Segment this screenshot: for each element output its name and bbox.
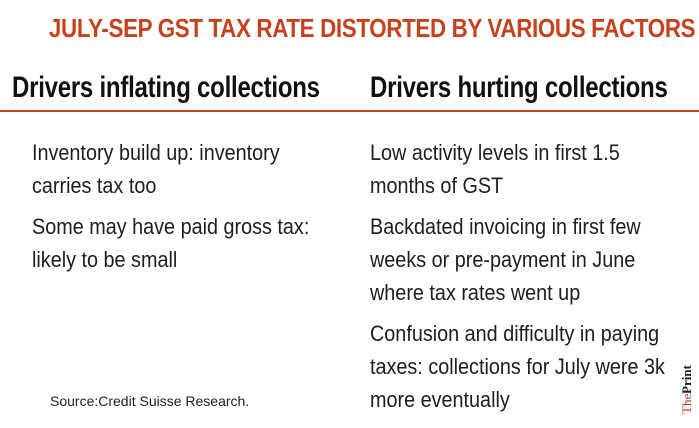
right-item: Confusion and difficulty in paying taxes…: [370, 321, 665, 412]
theprint-logo: The Print: [676, 356, 696, 416]
left-column-heading: Drivers inflating collections: [12, 71, 320, 104]
right-column-heading: Drivers hurting collections: [370, 71, 668, 104]
right-column: Low activity levels in first 1.5 months …: [370, 136, 670, 424]
left-item: Inventory build up: inventory carries ta…: [32, 140, 280, 198]
logo-name: Print: [679, 364, 694, 394]
chart-title: JULY-SEP GST TAX RATE DISTORTED BY VARIO…: [48, 13, 696, 43]
logo-prefix: The: [679, 394, 694, 414]
left-column: Inventory build up: inventory carries ta…: [32, 136, 342, 284]
right-item: Low activity levels in first 1.5 months …: [370, 140, 620, 198]
header-divider: [0, 110, 699, 112]
right-item: Backdated invoicing in first few weeks o…: [370, 214, 641, 305]
source-note: Source:Credit Suisse Research.: [50, 393, 250, 409]
left-item: Some may have paid gross tax: likely to …: [32, 214, 310, 272]
